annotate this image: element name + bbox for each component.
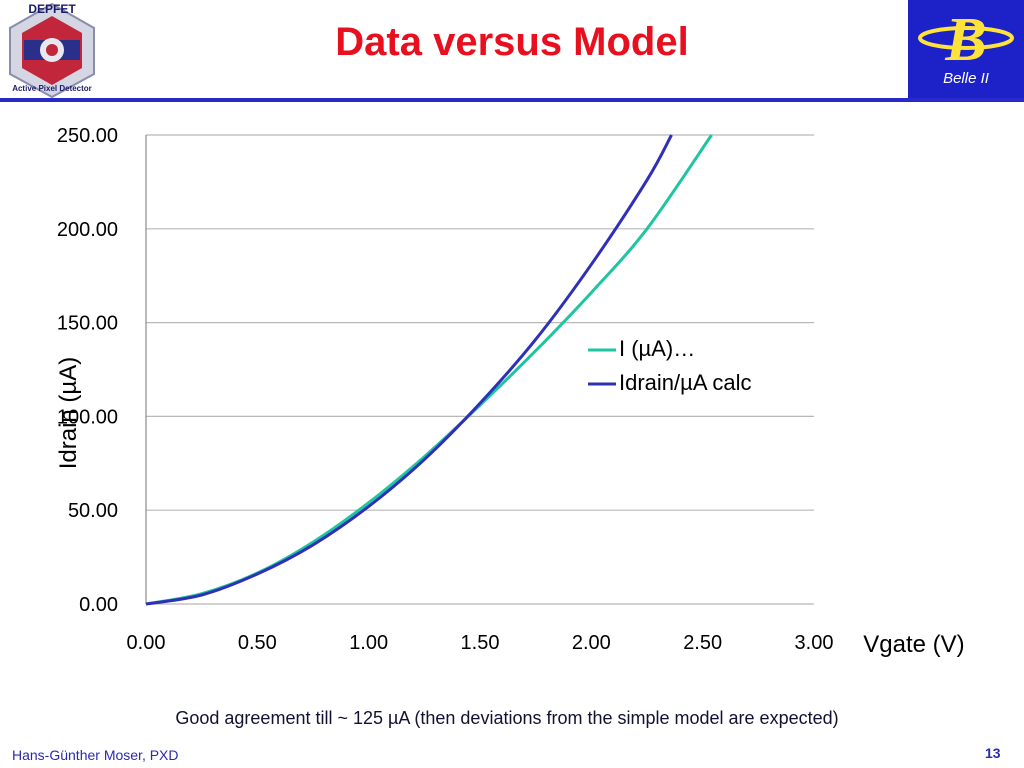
depfet-logo-text-top: DEPFET [28,2,76,16]
chart-ticks: 0.00 50.00 100.00 150.00 200.00 250.00 0.00 0.5… [57,125,834,654]
y-tick-label: 100.00 [57,406,118,428]
y-tick-label: 150.00 [57,313,118,335]
x-tick-label: 1.50 [461,632,500,654]
depfet-logo-text-bottom: Active Pixel Detector [12,84,92,93]
belle-logo-graphic: B [918,6,1014,74]
x-tick-label: 2.50 [683,632,722,654]
x-tick-label: 3.00 [795,632,834,654]
y-tick-label: 50.00 [68,500,118,522]
x-tick-label: 0.50 [238,632,277,654]
series-line-calculated [145,134,673,606]
legend-label: Idrain/µA calc [619,370,752,395]
page-number: 13 [985,745,1001,761]
belle-logo-text: Belle II [943,70,989,87]
belle-logo-letter: B [944,6,986,72]
y-tick-label: 200.00 [57,219,118,241]
title-rule [0,98,1024,102]
slide-caption: Good agreement till ~ 125 µA (then devia… [175,708,839,728]
depfet-logo: DEPFET Active Pixel Detector [2,0,102,100]
x-tick-label: 1.00 [349,632,388,654]
belle-ii-logo: B Belle II [908,0,1024,98]
chart-series [145,134,713,606]
x-axis-label: Vgate (V) [863,631,964,658]
chart-grid [145,134,814,605]
slide-title: Data versus Model [335,20,689,64]
y-tick-label: 0.00 [79,594,118,616]
iv-chart: 0.00 50.00 100.00 150.00 200.00 250.00 0.00 0.5… [55,125,965,658]
y-axis-label: Idrain (µA) [55,357,82,470]
x-tick-label: 2.00 [572,632,611,654]
footer-author: Hans-Günther Moser, PXD [12,747,179,763]
x-tick-label: 0.00 [127,632,166,654]
legend-label: I (µA)… [619,336,695,361]
depfet-logo-graphic [9,2,95,99]
y-tick-label: 250.00 [57,125,118,147]
chart-legend: I (µA)… Idrain/µA calc [588,336,752,395]
